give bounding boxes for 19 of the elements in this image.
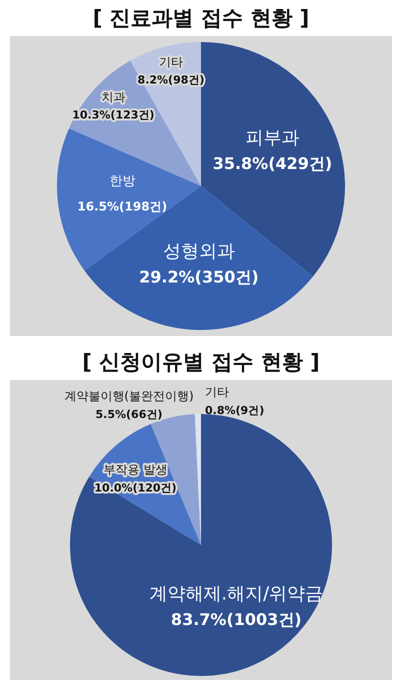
slice-label: 치과 bbox=[101, 90, 126, 104]
slice-label: 성형외과 bbox=[162, 240, 235, 262]
data-label: 10.3%(123건) bbox=[72, 108, 154, 122]
data-label: 5.5%(66건) bbox=[96, 408, 162, 421]
data-label: 16.5%(198건) bbox=[77, 200, 168, 214]
slice-label: 기타 bbox=[158, 54, 183, 69]
slice-label: 피부과 bbox=[245, 128, 300, 149]
data-label: 29.2%(350건) bbox=[139, 267, 259, 286]
data-label: 10.0%(120건) bbox=[94, 481, 177, 494]
chart-title: [ 진료과별 접수 현황 ] bbox=[92, 5, 310, 32]
slice-label: 한방 bbox=[109, 174, 136, 189]
slice-label: 기타 bbox=[205, 385, 229, 400]
slice-label: 계약불이행(불완전이행) bbox=[64, 389, 194, 404]
slice-label: 부작용 발생 bbox=[104, 462, 168, 477]
data-label: 83.7%(1003건) bbox=[170, 610, 302, 629]
slice-label: 계약해제.해지/위약금 bbox=[149, 584, 324, 605]
data-label: 0.8%(9건) bbox=[205, 404, 264, 417]
data-label: 35.8%(429건) bbox=[212, 154, 332, 174]
chart-title: [ 신청이유별 접수 현황 ] bbox=[81, 349, 321, 376]
